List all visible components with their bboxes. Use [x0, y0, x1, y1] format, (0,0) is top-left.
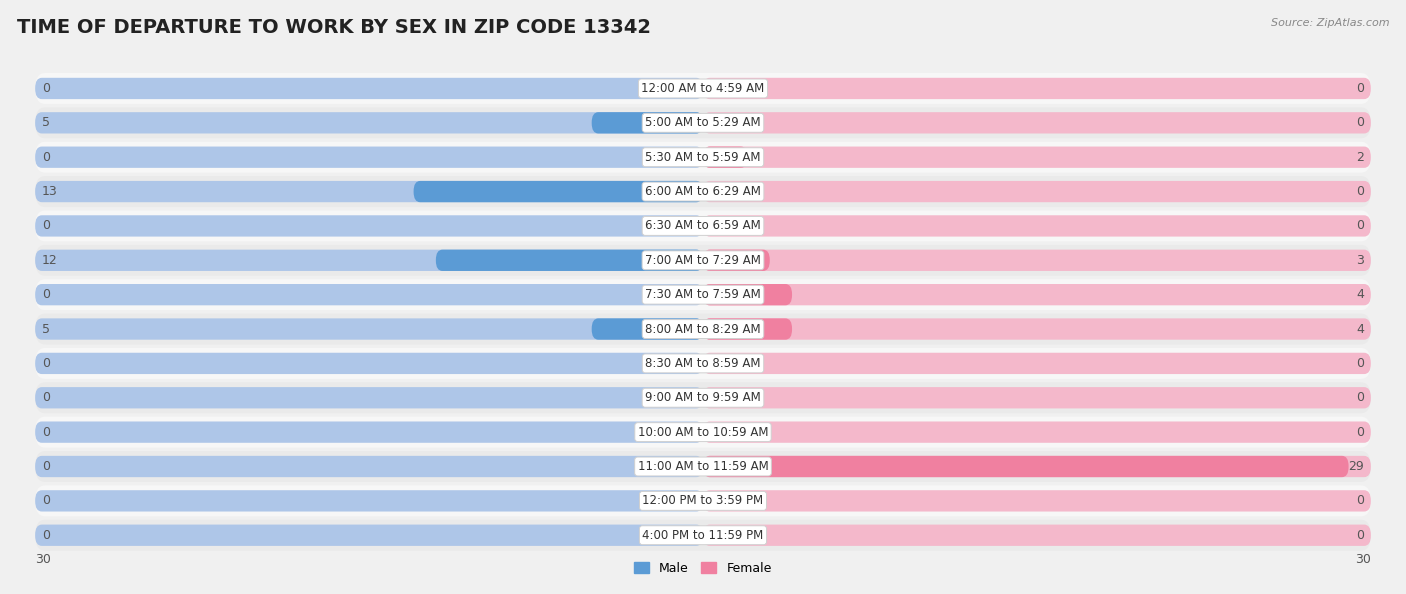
FancyBboxPatch shape	[703, 249, 1371, 271]
Text: 0: 0	[1357, 426, 1364, 438]
FancyBboxPatch shape	[35, 245, 1371, 276]
FancyBboxPatch shape	[35, 112, 703, 134]
Text: 12:00 PM to 3:59 PM: 12:00 PM to 3:59 PM	[643, 494, 763, 507]
Text: 0: 0	[42, 391, 49, 405]
FancyBboxPatch shape	[436, 249, 703, 271]
Text: 0: 0	[42, 494, 49, 507]
FancyBboxPatch shape	[703, 456, 1348, 477]
Text: 2: 2	[1357, 151, 1364, 164]
FancyBboxPatch shape	[703, 525, 1371, 546]
Text: 7:00 AM to 7:29 AM: 7:00 AM to 7:29 AM	[645, 254, 761, 267]
FancyBboxPatch shape	[703, 284, 1371, 305]
Text: 4: 4	[1357, 288, 1364, 301]
FancyBboxPatch shape	[703, 456, 1371, 477]
Text: 6:30 AM to 6:59 AM: 6:30 AM to 6:59 AM	[645, 219, 761, 232]
FancyBboxPatch shape	[35, 456, 703, 477]
FancyBboxPatch shape	[35, 451, 1371, 482]
FancyBboxPatch shape	[35, 348, 1371, 379]
FancyBboxPatch shape	[35, 422, 703, 443]
Text: 5:30 AM to 5:59 AM: 5:30 AM to 5:59 AM	[645, 151, 761, 164]
Text: 9:00 AM to 9:59 AM: 9:00 AM to 9:59 AM	[645, 391, 761, 405]
Text: 12:00 AM to 4:59 AM: 12:00 AM to 4:59 AM	[641, 82, 765, 95]
FancyBboxPatch shape	[35, 387, 703, 409]
FancyBboxPatch shape	[703, 318, 1371, 340]
Text: 12: 12	[42, 254, 58, 267]
FancyBboxPatch shape	[35, 176, 1371, 207]
Text: 5: 5	[42, 323, 49, 336]
FancyBboxPatch shape	[35, 353, 703, 374]
FancyBboxPatch shape	[703, 249, 769, 271]
Text: 0: 0	[1357, 357, 1364, 370]
FancyBboxPatch shape	[35, 210, 1371, 241]
FancyBboxPatch shape	[703, 387, 1371, 409]
FancyBboxPatch shape	[703, 112, 1371, 134]
Text: 7:30 AM to 7:59 AM: 7:30 AM to 7:59 AM	[645, 288, 761, 301]
FancyBboxPatch shape	[35, 490, 703, 511]
FancyBboxPatch shape	[703, 147, 1371, 168]
FancyBboxPatch shape	[35, 318, 703, 340]
FancyBboxPatch shape	[35, 147, 703, 168]
FancyBboxPatch shape	[35, 108, 1371, 138]
FancyBboxPatch shape	[35, 314, 1371, 345]
FancyBboxPatch shape	[35, 142, 1371, 173]
FancyBboxPatch shape	[703, 490, 1371, 511]
FancyBboxPatch shape	[35, 416, 1371, 448]
FancyBboxPatch shape	[703, 78, 1371, 99]
Text: 0: 0	[42, 288, 49, 301]
Text: 8:00 AM to 8:29 AM: 8:00 AM to 8:29 AM	[645, 323, 761, 336]
Text: 0: 0	[1357, 529, 1364, 542]
Text: 0: 0	[42, 357, 49, 370]
Text: 0: 0	[1357, 185, 1364, 198]
Text: 0: 0	[1357, 116, 1364, 129]
Text: 30: 30	[1355, 553, 1371, 566]
Text: 8:30 AM to 8:59 AM: 8:30 AM to 8:59 AM	[645, 357, 761, 370]
Text: 0: 0	[42, 82, 49, 95]
Text: 4:00 PM to 11:59 PM: 4:00 PM to 11:59 PM	[643, 529, 763, 542]
FancyBboxPatch shape	[703, 215, 1371, 236]
FancyBboxPatch shape	[703, 353, 1371, 374]
Text: 0: 0	[42, 460, 49, 473]
Text: 0: 0	[1357, 494, 1364, 507]
FancyBboxPatch shape	[35, 520, 1371, 551]
FancyBboxPatch shape	[592, 112, 703, 134]
FancyBboxPatch shape	[703, 284, 792, 305]
Text: 0: 0	[42, 426, 49, 438]
FancyBboxPatch shape	[35, 78, 703, 99]
FancyBboxPatch shape	[35, 279, 1371, 310]
FancyBboxPatch shape	[35, 249, 703, 271]
Text: 4: 4	[1357, 323, 1364, 336]
Text: 13: 13	[42, 185, 58, 198]
Text: 0: 0	[1357, 82, 1364, 95]
Text: 5:00 AM to 5:29 AM: 5:00 AM to 5:29 AM	[645, 116, 761, 129]
Text: 6:00 AM to 6:29 AM: 6:00 AM to 6:29 AM	[645, 185, 761, 198]
Text: 0: 0	[42, 529, 49, 542]
Text: 10:00 AM to 10:59 AM: 10:00 AM to 10:59 AM	[638, 426, 768, 438]
FancyBboxPatch shape	[35, 181, 703, 202]
Text: 0: 0	[42, 151, 49, 164]
Text: 3: 3	[1357, 254, 1364, 267]
FancyBboxPatch shape	[703, 318, 792, 340]
FancyBboxPatch shape	[35, 383, 1371, 413]
Text: 11:00 AM to 11:59 AM: 11:00 AM to 11:59 AM	[638, 460, 768, 473]
FancyBboxPatch shape	[703, 422, 1371, 443]
Text: 0: 0	[1357, 391, 1364, 405]
Text: 0: 0	[42, 219, 49, 232]
FancyBboxPatch shape	[703, 181, 1371, 202]
FancyBboxPatch shape	[592, 318, 703, 340]
FancyBboxPatch shape	[35, 525, 703, 546]
Text: Source: ZipAtlas.com: Source: ZipAtlas.com	[1271, 18, 1389, 28]
Text: 29: 29	[1348, 460, 1364, 473]
FancyBboxPatch shape	[35, 485, 1371, 516]
Legend: Male, Female: Male, Female	[630, 557, 776, 580]
FancyBboxPatch shape	[35, 73, 1371, 104]
FancyBboxPatch shape	[413, 181, 703, 202]
Text: 0: 0	[1357, 219, 1364, 232]
Text: TIME OF DEPARTURE TO WORK BY SEX IN ZIP CODE 13342: TIME OF DEPARTURE TO WORK BY SEX IN ZIP …	[17, 18, 651, 37]
FancyBboxPatch shape	[35, 215, 703, 236]
FancyBboxPatch shape	[35, 284, 703, 305]
FancyBboxPatch shape	[703, 147, 748, 168]
Text: 30: 30	[35, 553, 51, 566]
Text: 5: 5	[42, 116, 49, 129]
